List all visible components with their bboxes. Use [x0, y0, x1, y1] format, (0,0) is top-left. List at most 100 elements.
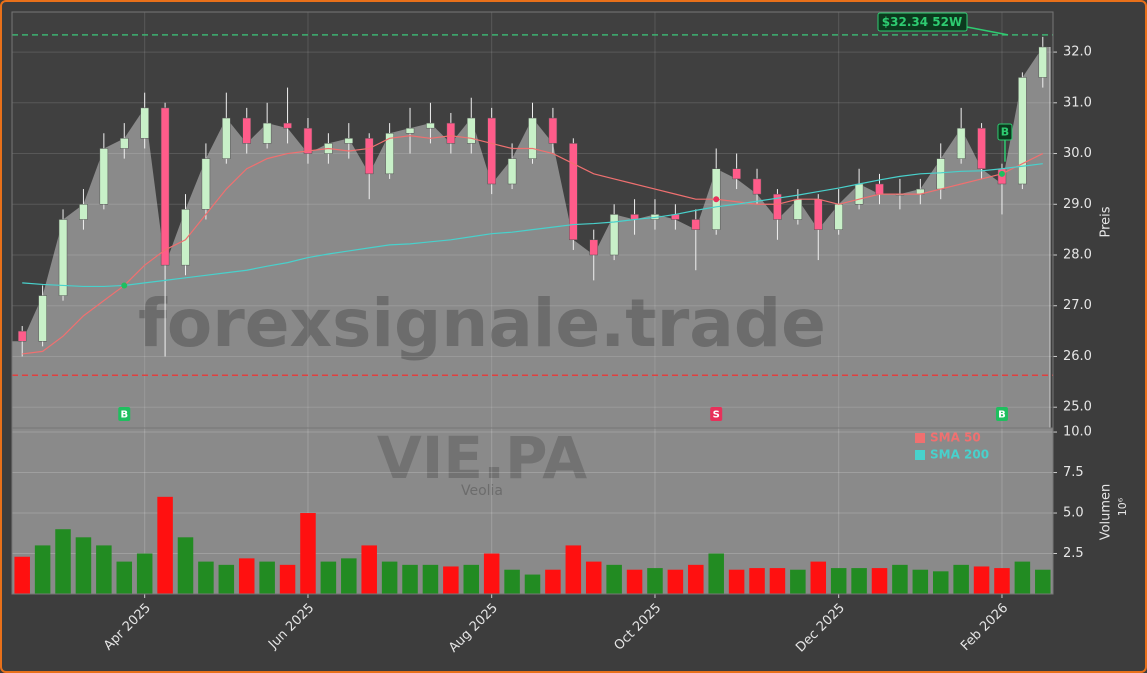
candle-body [977, 127, 986, 170]
volume-bar [443, 566, 459, 594]
x-tick-label: Oct 2025 [611, 601, 664, 654]
candle-body [752, 178, 762, 195]
volume-bar [14, 556, 30, 594]
x-tick-label: Feb 2026 [958, 601, 1011, 654]
volume-bar [1035, 569, 1051, 594]
signal-badge [995, 407, 1008, 421]
volume-bar [565, 545, 582, 594]
candle-body [201, 158, 211, 210]
volume-bar [973, 566, 990, 594]
candle-body [79, 204, 88, 220]
volume-bar [606, 564, 622, 594]
signal-dot [713, 196, 720, 203]
legend-label: SMA 50 [930, 431, 981, 445]
candle-body [834, 204, 843, 230]
candle-body [773, 193, 782, 220]
price-area [12, 47, 1050, 428]
high-52w-box [877, 12, 968, 32]
volume-border [11, 427, 1054, 595]
candle-body [38, 295, 47, 342]
candle-body [487, 117, 496, 185]
y-tick-label: 10.0 [1063, 425, 1092, 440]
volume-bar [892, 564, 908, 594]
y-tick-label: 2.5 [1063, 546, 1084, 561]
candle-body [691, 219, 701, 230]
volume-bar [463, 564, 480, 594]
volume-bar [932, 571, 949, 594]
x-tick-label: Dec 2025 [793, 601, 848, 656]
candle-body [181, 209, 190, 266]
legend-swatch [915, 450, 925, 460]
candle-body [58, 219, 68, 296]
candle-body [140, 107, 149, 139]
volume-bar [34, 545, 51, 594]
volume-bar [402, 564, 418, 594]
candle-body [793, 198, 803, 220]
watermark-subtitle: Veolia [461, 483, 503, 499]
candle-body [936, 158, 945, 190]
y-tick-label: 31.0 [1063, 95, 1092, 110]
volume-bar [381, 561, 398, 594]
candle-body [17, 330, 27, 342]
volume-bar [75, 537, 92, 594]
candle-body [262, 122, 272, 144]
volume-bar [545, 569, 561, 594]
y-tick-label: 29.0 [1063, 197, 1092, 212]
volume-bar [422, 564, 439, 594]
candle-body [426, 122, 435, 129]
y-tick-label: 25.0 [1063, 400, 1092, 415]
candle-body [1018, 77, 1027, 185]
y-tick-label: 30.0 [1063, 146, 1092, 161]
volume-bar [279, 564, 296, 594]
y-tick-label: 5.0 [1063, 506, 1084, 521]
y-tick-label: 7.5 [1063, 465, 1084, 480]
candle-body [99, 148, 109, 205]
buy-badge [997, 123, 1013, 141]
buy-badge-label: B [1001, 126, 1009, 139]
volume-bar [157, 496, 173, 594]
volume-bar [626, 569, 643, 594]
candle-body [303, 127, 313, 154]
volume-bar [585, 561, 602, 594]
y-tick-label: 32.0 [1063, 45, 1092, 60]
candle-body [120, 138, 129, 149]
candle-body [569, 143, 578, 241]
watermark-title: VIE.PA [377, 424, 587, 492]
candle-body [364, 138, 374, 175]
volume-bar [708, 553, 724, 594]
candle-body [242, 117, 251, 144]
volume-axis-label: Volumen [1099, 484, 1114, 541]
sma-line [22, 163, 1043, 288]
x-tick-label: Apr 2025 [101, 601, 154, 654]
signal-badge [118, 407, 131, 421]
volume-bar [238, 558, 255, 594]
volume-bar [55, 529, 71, 594]
volume-bar [483, 553, 500, 594]
volume-bar [749, 568, 765, 594]
sma-line [22, 135, 1044, 355]
volume-bar [769, 568, 786, 594]
candle-body [548, 117, 558, 144]
volume-bar [994, 568, 1010, 594]
signal-label: B [998, 410, 1006, 421]
volume-bar [198, 561, 214, 594]
candle-body [956, 127, 966, 159]
x-tick-label: Jun 2025 [265, 601, 317, 653]
candle-body [344, 138, 354, 144]
candle-body [385, 132, 394, 175]
y-tick-label: 27.0 [1063, 298, 1092, 313]
volume-bar [912, 569, 929, 594]
candle-body [446, 122, 456, 144]
volume-bar [790, 569, 806, 594]
x-tick-label: Aug 2025 [446, 601, 501, 656]
candle-body [222, 117, 231, 159]
candle-body [732, 168, 741, 180]
candle-body [405, 127, 415, 134]
candle-body [467, 117, 476, 144]
candle-body [814, 198, 823, 230]
signal-dot [998, 170, 1005, 177]
volume-bar [136, 553, 153, 594]
signal-dot [121, 282, 128, 289]
watermark: forexsignale.trade [138, 285, 826, 362]
